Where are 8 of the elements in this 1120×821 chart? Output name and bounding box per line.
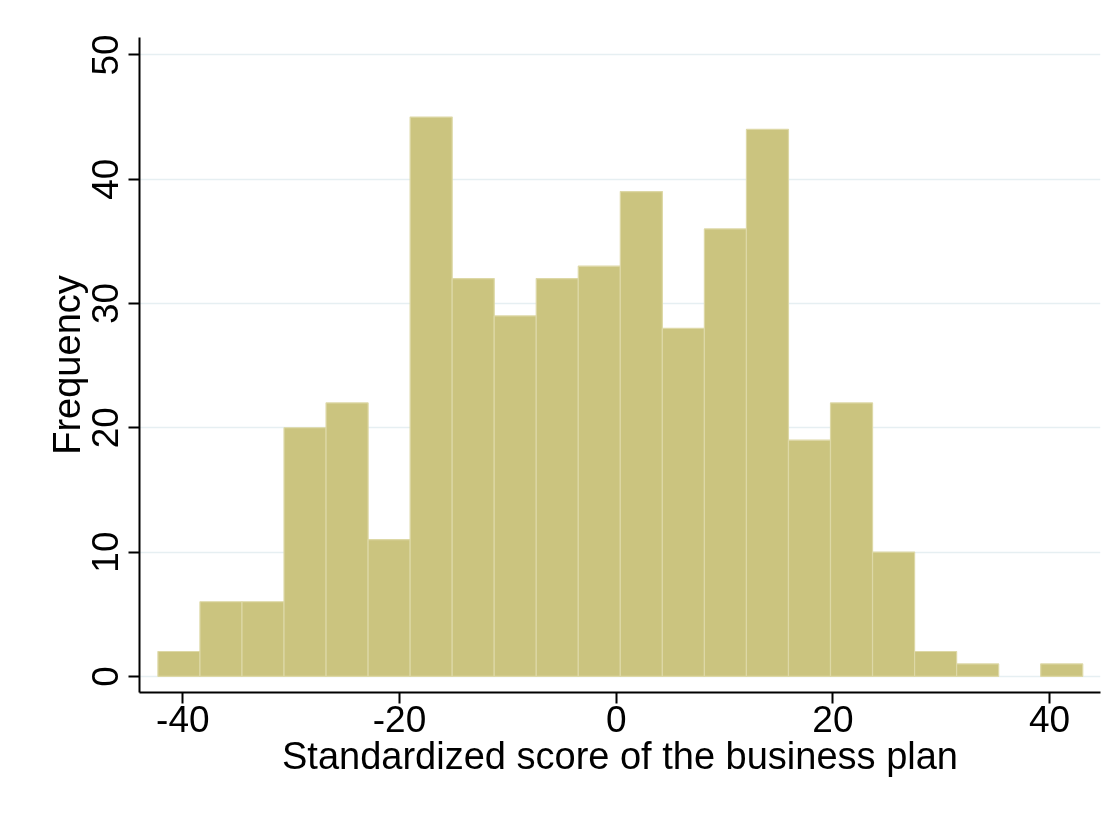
x-tick-label: 40 bbox=[1029, 698, 1071, 740]
y-tick-label: 10 bbox=[85, 531, 127, 573]
x-tick-label: -40 bbox=[156, 698, 210, 740]
y-tick-label: 20 bbox=[85, 407, 127, 449]
y-tick-label: 50 bbox=[85, 34, 127, 76]
y-tick-label: 40 bbox=[85, 158, 127, 200]
y-tick-label: 0 bbox=[85, 666, 127, 687]
y-axis-title: Frequency bbox=[45, 275, 88, 455]
